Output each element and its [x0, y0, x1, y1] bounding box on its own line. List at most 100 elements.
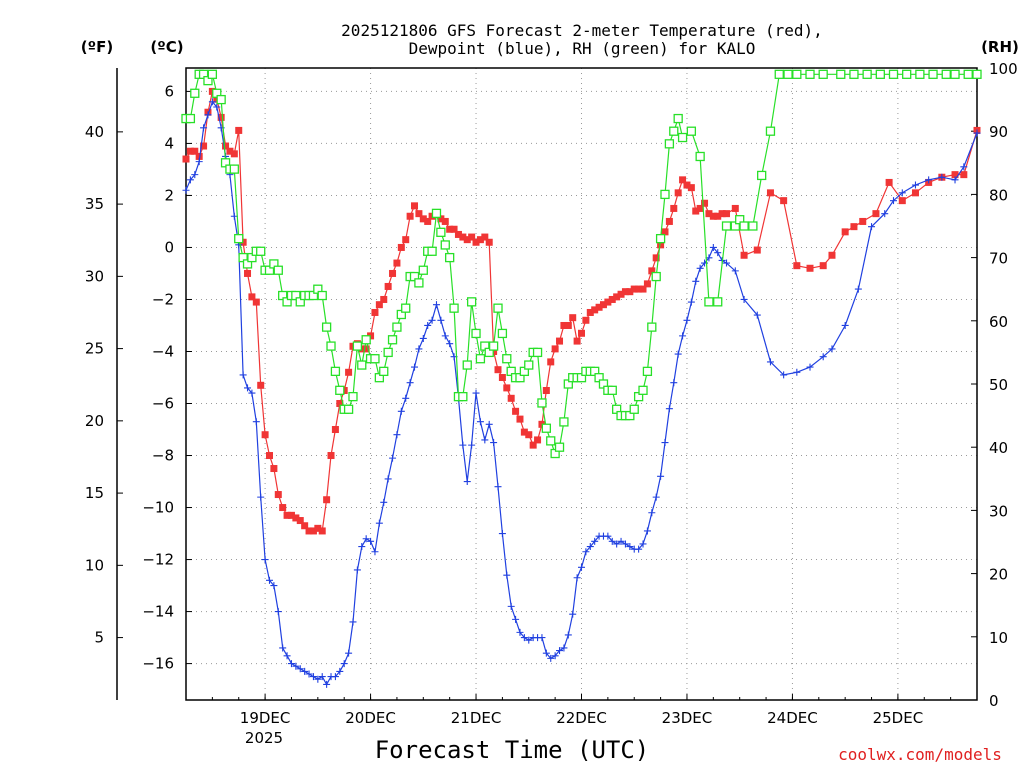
rh-point — [458, 391, 468, 402]
rh-point — [383, 347, 393, 358]
rh-point — [941, 69, 951, 79]
rh-point — [352, 341, 363, 351]
2-meter-temperature-point — [516, 415, 524, 423]
2-meter-temperature-point — [709, 212, 717, 220]
dewpoint-point — [314, 675, 322, 683]
dewpoint-point — [665, 405, 673, 413]
2-meter-temperature-point — [301, 522, 309, 530]
rh-point — [370, 354, 380, 364]
dewpoint-point — [608, 537, 616, 545]
dewpoint-point — [586, 543, 594, 551]
2-meter-temperature-point — [643, 280, 651, 288]
celsius-tick-label: −4 — [152, 342, 174, 360]
2-meter-temperature-point — [679, 176, 687, 184]
2-meter-temperature-point — [608, 295, 616, 303]
2-meter-temperature-point — [503, 384, 511, 392]
2-meter-temperature-point — [718, 210, 726, 218]
rh-point — [317, 290, 327, 301]
rh-point — [207, 69, 218, 79]
rh-point — [928, 69, 938, 79]
rh-point — [321, 322, 332, 332]
2-meter-temperature-point — [701, 199, 709, 207]
dewpoint-point — [578, 563, 585, 571]
dewpoint-point — [494, 483, 502, 491]
2-meter-temperature-point — [586, 308, 594, 316]
rh-point — [849, 69, 859, 79]
dewpoint-point — [340, 660, 348, 668]
2-meter-temperature-point — [529, 441, 537, 449]
2-meter-temperature-point — [235, 126, 243, 134]
dewpoint-point — [485, 420, 493, 428]
2-meter-temperature-point — [591, 306, 599, 314]
2-meter-temperature-point — [472, 238, 480, 246]
2-meter-temperature-point — [454, 230, 462, 238]
dewpoint-point — [406, 379, 414, 387]
fahrenheit-tick-label: 10 — [85, 556, 104, 574]
dewpoint-point — [973, 129, 981, 137]
dewpoint-point — [569, 610, 577, 618]
dewpoint-point — [512, 615, 520, 623]
2-meter-temperature-point — [560, 321, 568, 329]
dewpoint-point — [230, 212, 238, 220]
dewpoint-point — [854, 285, 862, 293]
dewpoint-point — [292, 662, 300, 670]
2-meter-temperature-point — [441, 217, 449, 225]
dewpoint-point — [257, 493, 265, 501]
rh-point — [488, 341, 499, 351]
2-meter-temperature-point — [604, 298, 612, 306]
dewpoint-point — [384, 475, 392, 483]
2-meter-temperature-point — [714, 212, 722, 220]
dewpoint-point — [709, 243, 717, 251]
rh-point — [414, 278, 424, 288]
2-meter-temperature-point — [309, 527, 317, 535]
dewpoint-point — [200, 124, 208, 132]
2-meter-temperature-point — [327, 452, 335, 460]
2-meter-temperature-point — [406, 212, 414, 220]
fahrenheit-unit-label: (ºF) — [81, 38, 113, 56]
dewpoint-point — [868, 223, 876, 231]
2-meter-temperature-point — [766, 189, 774, 197]
rh-point — [673, 113, 683, 124]
dewpoint-point — [674, 350, 682, 358]
dewpoint-point — [441, 332, 449, 340]
rh-point — [695, 151, 705, 162]
rh-point — [836, 69, 846, 79]
2-meter-temperature-point — [476, 236, 484, 244]
2-meter-temperature-point — [542, 387, 550, 395]
rh-tick-label: 80 — [989, 186, 1008, 204]
dewpoint-point — [349, 618, 357, 626]
2-meter-temperature-point — [186, 147, 194, 155]
rh-point — [559, 417, 569, 427]
2-meter-temperature-point — [626, 288, 634, 296]
dewpoint-point — [525, 636, 533, 644]
rh-point — [651, 271, 661, 282]
2-meter-temperature-point — [318, 527, 326, 535]
fahrenheit-tick-label: 20 — [85, 412, 104, 430]
2-meter-temperature-point — [806, 264, 814, 272]
rh-point — [660, 189, 670, 200]
dewpoint-point — [621, 540, 629, 548]
2-meter-temperature-point — [850, 223, 858, 231]
time-tick-label: 19DEC — [240, 709, 291, 727]
2-meter-temperature-point — [498, 373, 506, 381]
2-meter-temperature-point — [534, 436, 542, 444]
rh-tick-label: 100 — [989, 60, 1018, 78]
rh-point — [537, 398, 547, 408]
dewpoint-point — [643, 527, 651, 535]
2-meter-temperature-point — [582, 316, 590, 324]
2-meter-temperature-point — [753, 246, 761, 254]
2-meter-temperature-point — [520, 428, 528, 436]
rh-point — [418, 265, 428, 275]
dewpoint-point — [472, 389, 480, 397]
dewpoint-point — [898, 189, 906, 197]
dewpoint-point — [248, 389, 256, 397]
2-meter-temperature-point — [621, 288, 629, 296]
2-meter-temperature-point — [419, 215, 427, 223]
2-meter-temperature-point — [191, 147, 199, 155]
dewpoint-point — [731, 267, 739, 275]
gridlines — [186, 68, 977, 700]
dewpoint-point — [819, 353, 827, 361]
dewpoint-point — [279, 644, 287, 652]
fahrenheit-tick-label: 35 — [85, 195, 104, 213]
2-meter-temperature-point — [296, 517, 304, 525]
